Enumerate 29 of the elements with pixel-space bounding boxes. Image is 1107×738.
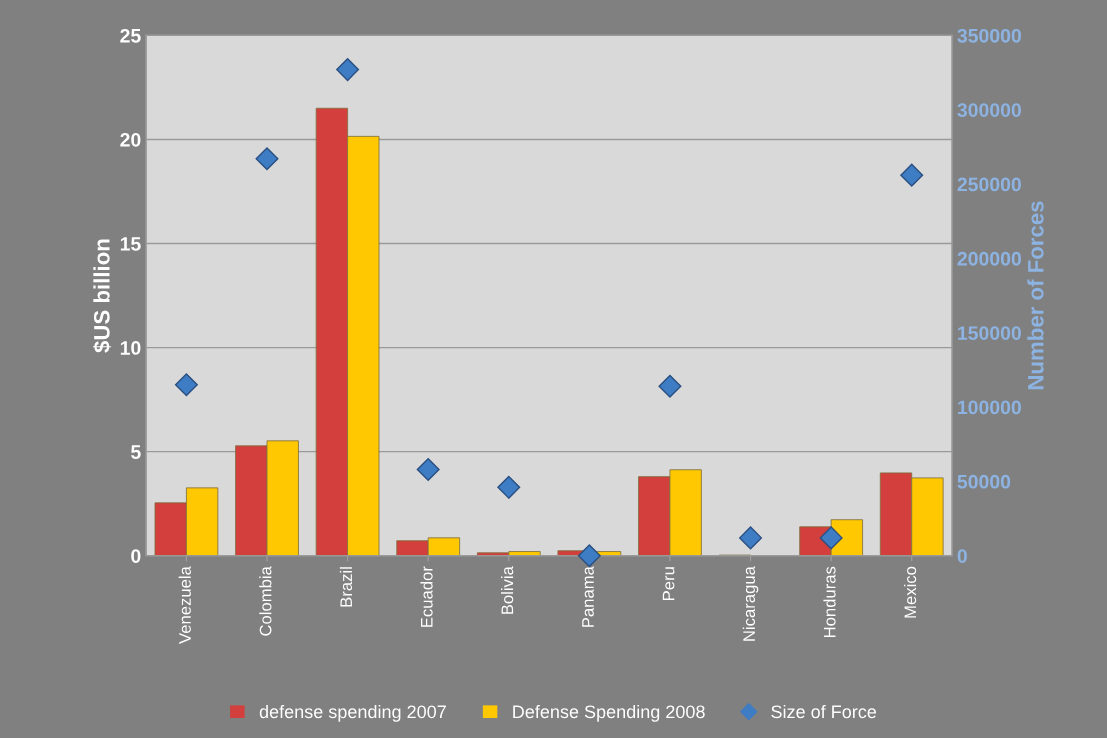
legend-label: defense spending 2007 [259, 704, 446, 722]
y-tick-label: 10 [120, 341, 141, 355]
y2-tick-label: 200000 [957, 251, 1021, 266]
x-tick-label: Colombia [259, 566, 272, 636]
x-tick-label: Mexico [903, 566, 917, 618]
y-axis-title: $US billion [92, 239, 112, 353]
x-tick-label: Venezuela [178, 566, 191, 644]
y2-tick-label: 100000 [958, 400, 1021, 415]
y2-tick-label: 150000 [958, 326, 1021, 340]
x-tick-label: Bolivia [501, 566, 514, 614]
x-tick-label: Ecuador [420, 566, 433, 627]
x-tick-label: Honduras [823, 566, 836, 638]
y2-tick-label: 50000 [957, 474, 1011, 489]
x-tick-label: Panama [582, 566, 594, 627]
y-tick-label: 15 [120, 237, 141, 251]
x-tick-label: Peru [662, 567, 675, 600]
x-tick-label: Nicaragua [742, 566, 759, 641]
y2-tick-label: 250000 [957, 177, 1021, 192]
y-tick-label: 25 [120, 28, 141, 43]
y2-axis-title: Number of Forces [1027, 201, 1044, 390]
y2-tick-label: 350000 [957, 28, 1021, 43]
y-tick-label: 5 [131, 445, 141, 459]
y-tick-label: 0 [131, 549, 141, 563]
y2-tick-label: 0 [957, 549, 967, 563]
x-tick-label: Brazil [339, 567, 353, 607]
y-tick-label: 20 [120, 132, 141, 147]
y2-tick-label: 300000 [957, 103, 1021, 118]
legend-label: Size of Force [771, 704, 877, 719]
legend-label: Defense Spending 2008 [513, 704, 705, 722]
